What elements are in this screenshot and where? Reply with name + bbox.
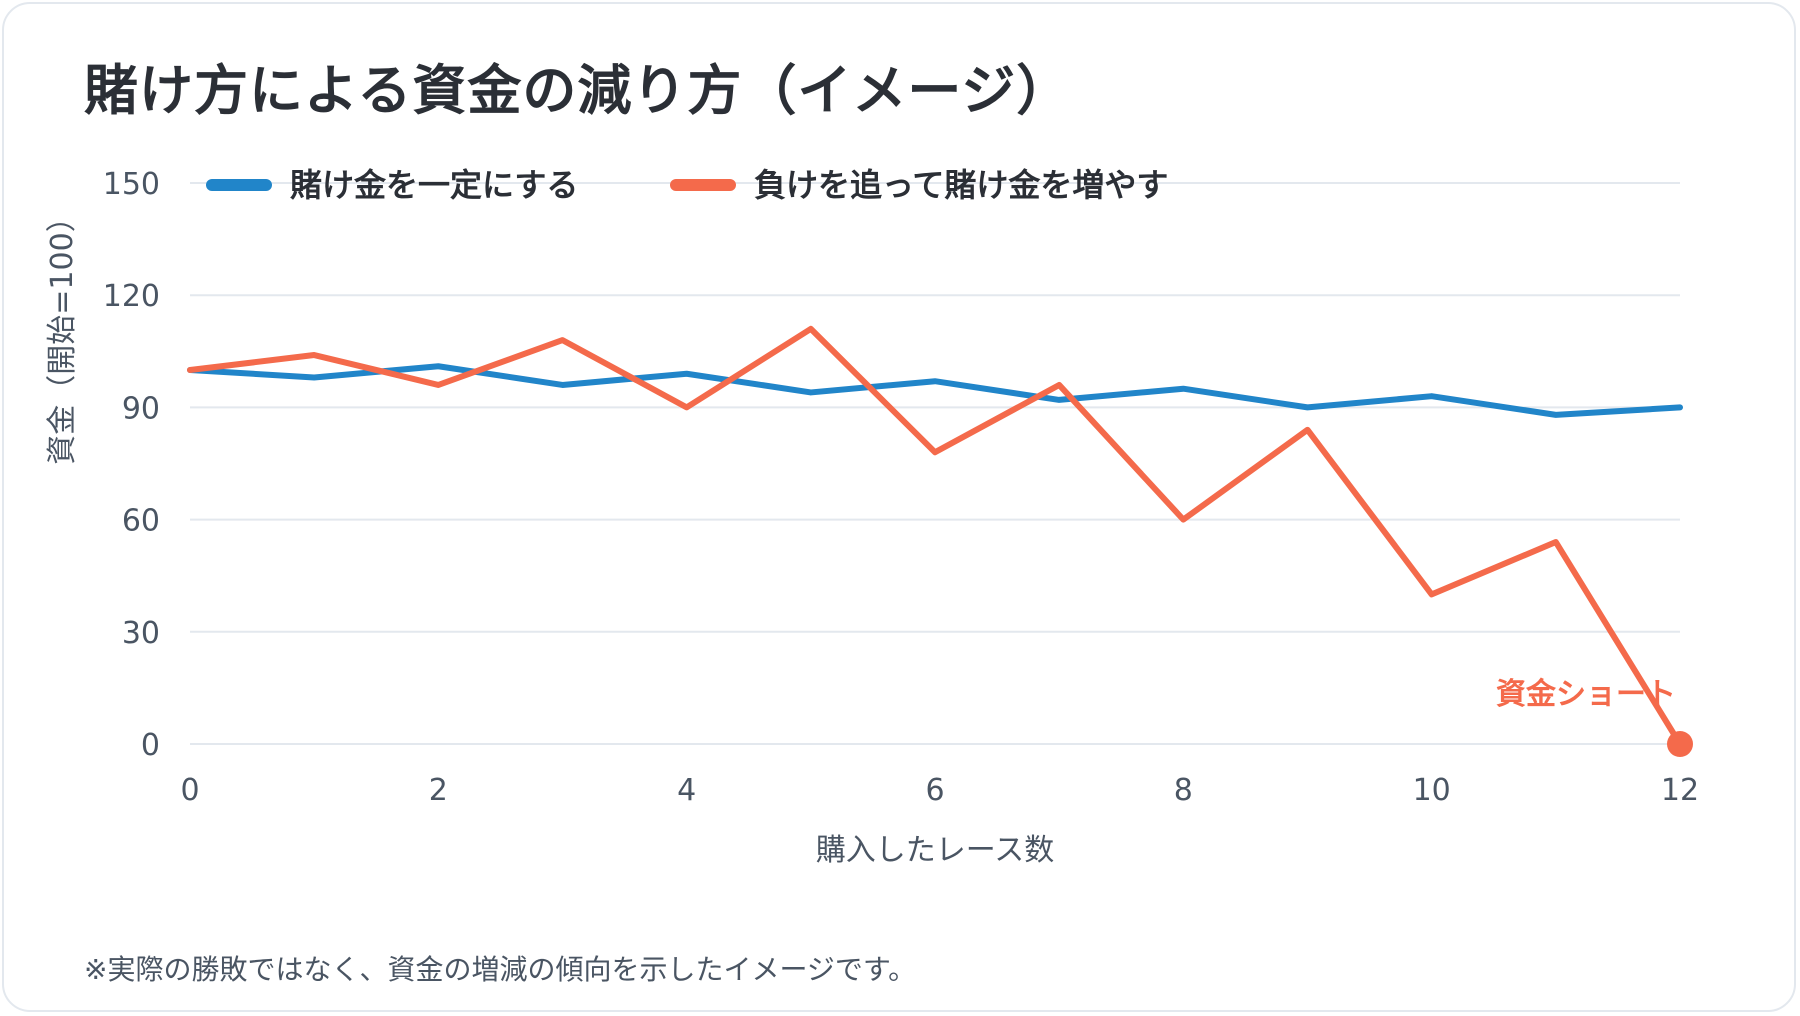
y-tick-label: 120 <box>103 279 160 314</box>
x-tick-label: 6 <box>925 773 944 808</box>
series-line-0 <box>187 363 1683 418</box>
x-tick-label: 4 <box>677 773 696 808</box>
x-tick-label: 2 <box>429 773 448 808</box>
y-tick-label: 30 <box>122 616 160 651</box>
x-tick-label: 10 <box>1413 773 1451 808</box>
y-axis-ticks: 0 30 60 90 120 150 <box>103 167 160 763</box>
grid-lines <box>190 182 1680 745</box>
legend-label-1: 負けを追って賭け金を増やす <box>754 166 1168 204</box>
x-tick-label: 0 <box>180 773 199 808</box>
y-tick-label: 60 <box>122 504 160 539</box>
y-tick-label: 150 <box>103 167 160 202</box>
footnote: ※実際の勝敗ではなく、資金の増減の傾向を示したイメージです。 <box>84 953 917 986</box>
x-axis-ticks: 0 2 4 6 8 10 12 <box>180 773 1699 808</box>
series-lines <box>187 325 1683 747</box>
annotation-label: 資金ショート <box>1496 677 1676 712</box>
y-tick-label: 0 <box>141 728 160 763</box>
legend: 賭け金を一定にする 負けを追って賭け金を増やす <box>206 166 1168 204</box>
x-axis-label: 購入したレース数 <box>816 833 1055 868</box>
legend-label-0: 賭け金を一定にする <box>290 166 578 204</box>
y-tick-label: 90 <box>122 391 160 426</box>
chart-title: 賭け方による資金の減り方（イメージ） <box>84 59 1072 122</box>
y-axis-label: 資金（開始=100） <box>45 202 80 464</box>
annotations: 資金ショート <box>1496 677 1693 757</box>
x-tick-label: 8 <box>1174 773 1193 808</box>
end-point-marker <box>1667 731 1693 757</box>
x-tick-label: 12 <box>1661 773 1699 808</box>
series-line-1 <box>187 325 1683 747</box>
